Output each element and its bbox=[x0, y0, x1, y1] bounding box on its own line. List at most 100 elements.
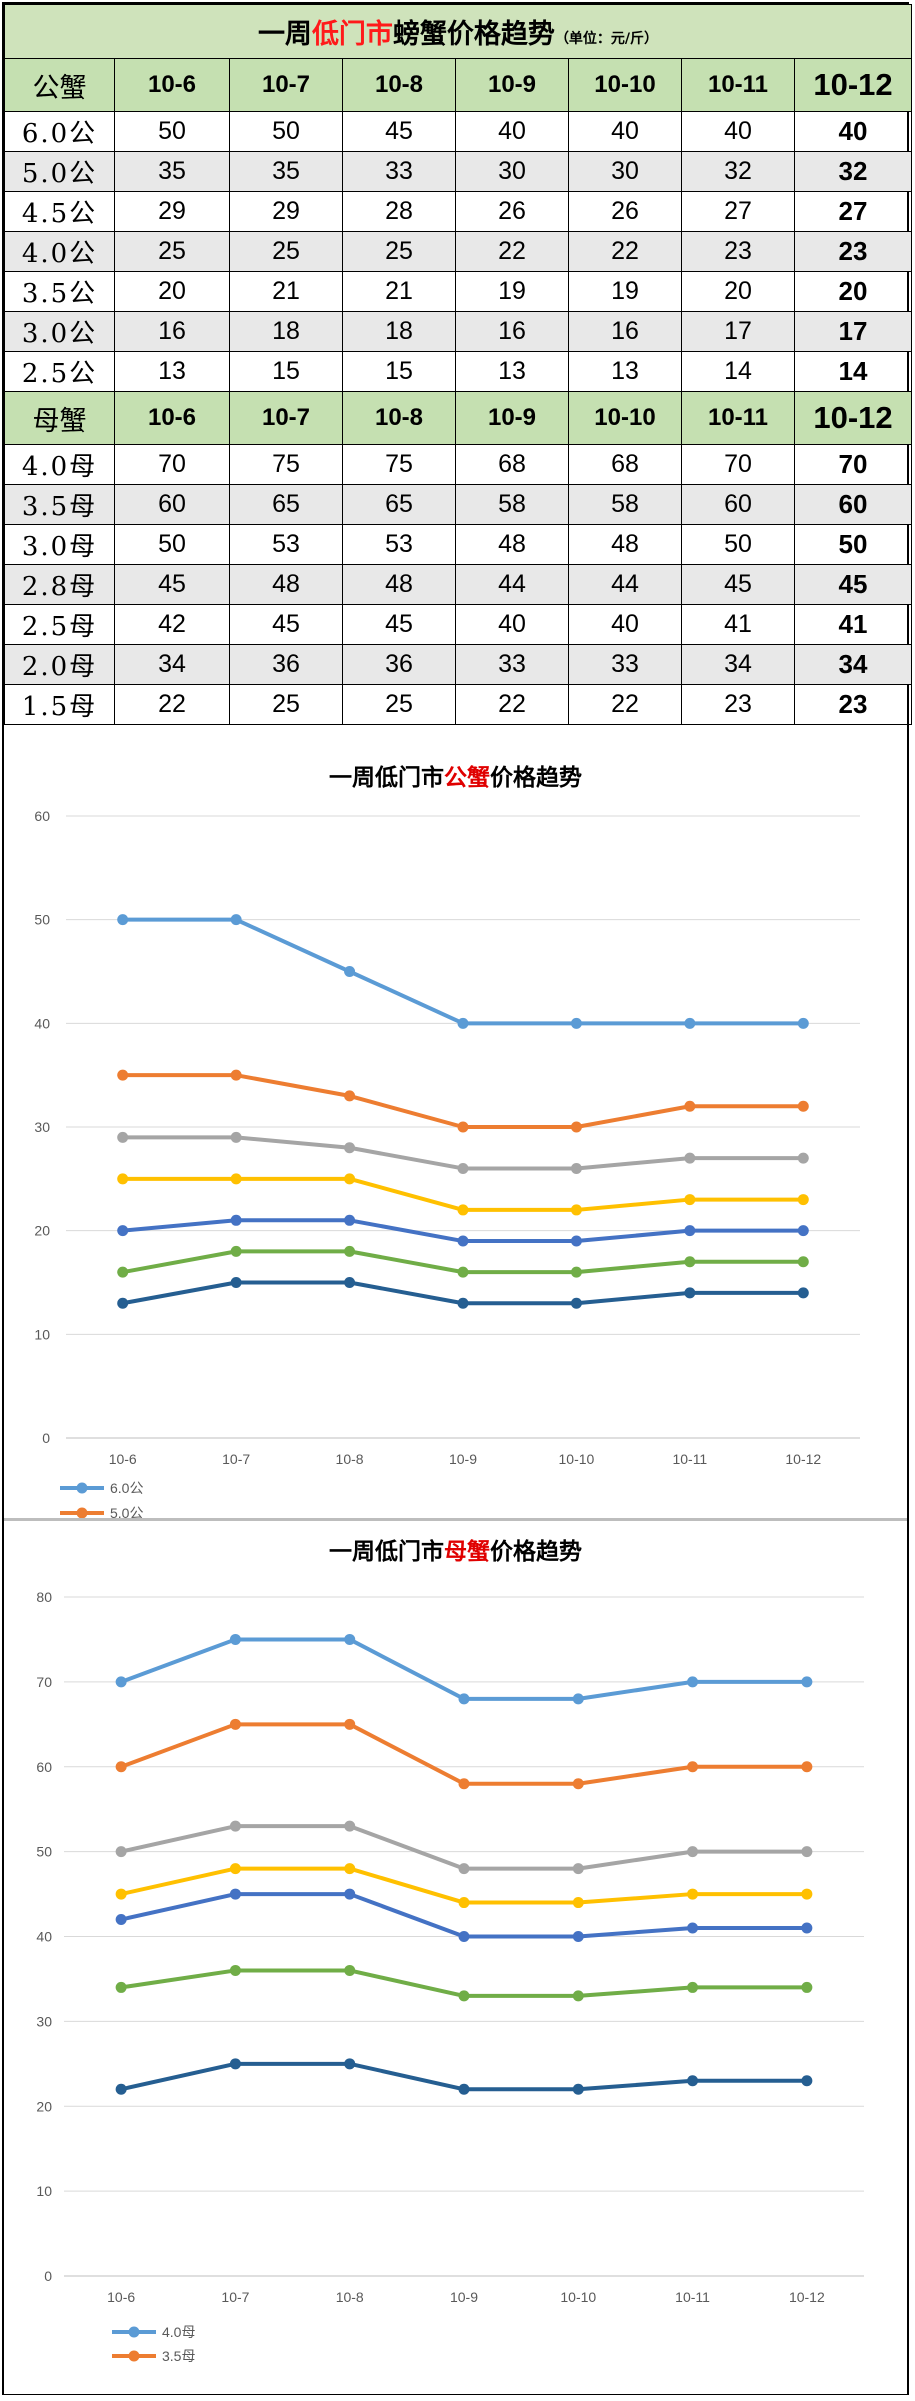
price-cell: 75 bbox=[229, 444, 343, 485]
data-point bbox=[230, 1277, 242, 1288]
y-tick-label: 80 bbox=[36, 1589, 52, 1605]
data-point bbox=[344, 1863, 356, 1875]
data-point bbox=[687, 1922, 699, 1934]
price-cell: 40 bbox=[794, 111, 912, 152]
y-tick-label: 30 bbox=[36, 2013, 52, 2029]
data-point bbox=[344, 1820, 356, 1832]
x-tick-label: 10-6 bbox=[107, 2289, 135, 2305]
x-tick-label: 10-9 bbox=[449, 1451, 477, 1467]
data-point bbox=[572, 1693, 584, 1705]
male-row: 6.0公 50 50 45 40 40 40 40 bbox=[4, 111, 912, 152]
data-point bbox=[229, 1820, 241, 1832]
table-title: 一周低门市螃蟹价格趋势（单位：元/斤） bbox=[4, 4, 912, 59]
female-crab-chart: 一周低门市母蟹价格趋势 0 10 20 30 40 50 60 70 80 10-6 10-7 10-… bbox=[4, 1522, 907, 2394]
data-point bbox=[684, 1152, 696, 1164]
price-cell: 40 bbox=[455, 111, 569, 152]
data-point bbox=[230, 914, 242, 926]
price-cell: 14 bbox=[681, 351, 795, 392]
data-point bbox=[572, 1931, 584, 1942]
male-size-cell: 3.5公 bbox=[4, 271, 115, 312]
y-tick-label: 20 bbox=[36, 2098, 52, 2114]
price-cell: 34 bbox=[114, 644, 230, 685]
x-tick-label: 10-8 bbox=[336, 1451, 364, 1467]
y-tick-label: 0 bbox=[44, 2268, 52, 2284]
price-cell: 44 bbox=[455, 564, 569, 605]
data-point bbox=[797, 1017, 809, 1029]
price-cell: 44 bbox=[568, 564, 682, 605]
data-point bbox=[117, 1173, 129, 1185]
legend-swatch-marker bbox=[128, 2326, 140, 2338]
data-point bbox=[458, 1863, 470, 1875]
price-cell: 36 bbox=[342, 644, 456, 685]
data-point bbox=[570, 1297, 582, 1309]
price-cell: 33 bbox=[568, 644, 682, 685]
data-point bbox=[570, 1204, 582, 1216]
female-size-cell: 2.0母 bbox=[4, 644, 115, 685]
price-cell: 20 bbox=[794, 271, 912, 312]
data-point bbox=[801, 1761, 813, 1773]
data-point bbox=[457, 1017, 469, 1029]
data-point bbox=[344, 1277, 356, 1288]
price-cell: 22 bbox=[114, 684, 230, 725]
data-point bbox=[115, 1846, 127, 1858]
price-cell: 53 bbox=[342, 524, 456, 565]
x-tick-label: 10-9 bbox=[450, 2289, 478, 2305]
date-header: 10-11 bbox=[681, 391, 795, 445]
date-header: 10-10 bbox=[568, 58, 682, 112]
price-cell: 45 bbox=[342, 111, 456, 152]
male-size-cell: 3.0公 bbox=[4, 311, 115, 352]
data-point bbox=[797, 1225, 809, 1237]
price-cell: 25 bbox=[229, 231, 343, 272]
data-point bbox=[115, 1761, 127, 1773]
data-point bbox=[797, 1100, 809, 1112]
table-title-suffix: 螃蟹价格趋势 bbox=[392, 19, 555, 50]
data-point bbox=[230, 1131, 242, 1143]
price-cell: 34 bbox=[794, 644, 912, 685]
price-cell: 40 bbox=[455, 604, 569, 645]
data-point bbox=[457, 1235, 469, 1247]
table-title-prefix: 一周 bbox=[257, 19, 312, 50]
y-tick-label: 60 bbox=[34, 808, 50, 824]
female-chart-title: 一周低门市母蟹价格趋势 bbox=[4, 1532, 907, 1566]
data-point bbox=[570, 1017, 582, 1029]
date-header: 10-11 bbox=[681, 58, 795, 112]
price-cell: 45 bbox=[342, 604, 456, 645]
male-header-row: 公蟹 10-6 10-7 10-8 10-9 10-10 10-11 10-12 bbox=[4, 58, 912, 112]
male-row: 3.0公 16 18 18 16 16 17 17 bbox=[4, 311, 912, 352]
x-tick-label: 10-12 bbox=[789, 2289, 825, 2305]
price-cell: 33 bbox=[342, 151, 456, 192]
data-point bbox=[684, 1194, 696, 1206]
price-cell: 18 bbox=[229, 311, 343, 352]
male-chart-plot: 0 10 20 30 40 50 60 10-6 10-7 10-8 10-9 10-10 10-11 1… bbox=[34, 808, 860, 1518]
price-cell: 40 bbox=[681, 111, 795, 152]
price-cell: 50 bbox=[229, 111, 343, 152]
price-cell: 68 bbox=[568, 444, 682, 485]
price-cell: 75 bbox=[342, 444, 456, 485]
price-cell: 17 bbox=[681, 311, 795, 352]
data-point bbox=[457, 1204, 469, 1216]
y-tick-label: 20 bbox=[34, 1223, 50, 1239]
data-point bbox=[344, 1245, 356, 1257]
data-point bbox=[684, 1100, 696, 1112]
female-row: 2.5母 42 45 45 40 40 41 41 bbox=[4, 604, 912, 645]
data-point bbox=[458, 1990, 470, 2002]
data-point bbox=[684, 1256, 696, 1268]
price-cell: 68 bbox=[455, 444, 569, 485]
legend-label: 5.0公 bbox=[110, 1505, 143, 1518]
price-cell: 13 bbox=[455, 351, 569, 392]
price-cell: 48 bbox=[568, 524, 682, 565]
female-size-cell: 1.5母 bbox=[4, 684, 115, 725]
price-cell: 48 bbox=[342, 564, 456, 605]
price-cell: 15 bbox=[229, 351, 343, 392]
male-header-row-label: 公蟹 bbox=[4, 58, 115, 112]
series-line bbox=[119, 1824, 809, 1871]
data-point bbox=[117, 1297, 129, 1309]
male-row: 3.5公 20 21 21 19 19 20 20 bbox=[4, 271, 912, 312]
data-point bbox=[344, 2058, 356, 2070]
female-chart-title-highlight: 母蟹 bbox=[444, 1538, 490, 1565]
data-point bbox=[457, 1266, 469, 1278]
female-size-cell: 3.5母 bbox=[4, 484, 115, 525]
x-tick-label: 10-11 bbox=[675, 2289, 710, 2305]
data-point bbox=[687, 1888, 699, 1900]
